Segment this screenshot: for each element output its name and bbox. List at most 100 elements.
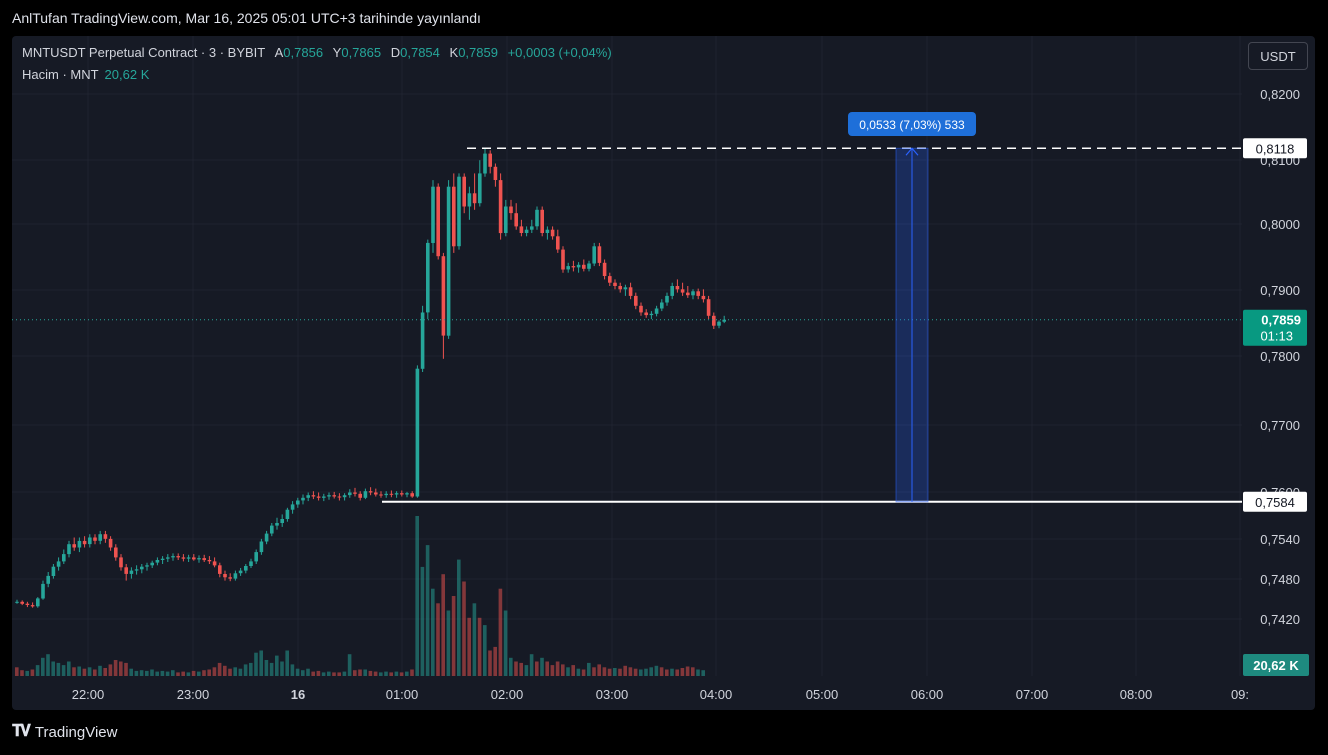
volume-bar bbox=[342, 671, 347, 676]
candle-body bbox=[467, 193, 472, 207]
volume-bar bbox=[535, 661, 539, 676]
volume-bar bbox=[587, 662, 591, 676]
volume-bar bbox=[540, 657, 544, 676]
volume-bar bbox=[30, 669, 35, 676]
candle-body bbox=[108, 538, 113, 548]
volume-bar bbox=[238, 668, 243, 676]
volume-bar bbox=[358, 669, 362, 676]
volume-bar bbox=[290, 664, 295, 676]
volume-bar bbox=[576, 668, 581, 676]
symbol-title[interactable]: MNTUSDT Perpetual Contract · 3 · BYBIT bbox=[22, 45, 265, 60]
price-tick-label: 0,7480 bbox=[1260, 572, 1300, 587]
candle-body bbox=[233, 573, 238, 579]
volume-bar bbox=[197, 671, 201, 676]
candle-body bbox=[72, 544, 76, 548]
candle-body bbox=[228, 577, 232, 579]
chart-panel[interactable]: 0,0533 (7,03%) 533 0,8200 0,8100 0,8000 0,79… bbox=[12, 36, 1315, 710]
time-tick-label: 05:00 bbox=[806, 687, 839, 702]
candle-body bbox=[571, 266, 576, 268]
candle-body bbox=[98, 534, 102, 541]
volume-bar bbox=[519, 662, 523, 676]
candle-body bbox=[436, 186, 440, 257]
candle-body bbox=[379, 494, 383, 496]
high-value: 0,7865 bbox=[341, 45, 382, 60]
candle-body bbox=[181, 557, 186, 559]
candle-body bbox=[394, 493, 399, 495]
candle-body bbox=[301, 497, 305, 501]
candle-body bbox=[587, 263, 591, 269]
candle-body bbox=[410, 493, 414, 497]
candle-body bbox=[327, 495, 331, 497]
candle-body bbox=[368, 491, 373, 493]
volume-bar bbox=[394, 671, 399, 676]
currency-button[interactable]: USDT bbox=[1248, 42, 1308, 70]
volume-bar bbox=[415, 516, 419, 676]
candle-body bbox=[374, 492, 378, 495]
candle-body bbox=[218, 565, 222, 574]
candle-body bbox=[322, 496, 326, 498]
price-chart[interactable]: 0,0533 (7,03%) 5330,82000,81000,80000,79… bbox=[12, 36, 1315, 710]
candle-body bbox=[124, 567, 128, 574]
candle-body bbox=[701, 295, 706, 300]
volume-bar bbox=[659, 667, 664, 676]
volume-bar bbox=[269, 662, 274, 676]
footer-brand[interactable]: 𝐓𝐕 TradingView bbox=[12, 723, 117, 741]
time-tick-label: 16 bbox=[291, 687, 305, 702]
volume-bar bbox=[373, 671, 378, 676]
candle-body bbox=[93, 537, 97, 541]
candle-body bbox=[628, 287, 633, 296]
volume-bar bbox=[701, 670, 705, 676]
candle-body bbox=[644, 312, 648, 316]
candle-body bbox=[691, 291, 695, 296]
price-tick-label: 0,7540 bbox=[1260, 532, 1300, 547]
volume-bar bbox=[186, 672, 191, 676]
volume-bar bbox=[77, 666, 81, 676]
volume-bar bbox=[670, 668, 674, 676]
candle-body bbox=[488, 153, 492, 167]
candle-body bbox=[337, 496, 342, 498]
candle-body bbox=[384, 493, 388, 496]
volume-bar bbox=[602, 667, 607, 676]
volume-bar bbox=[103, 668, 107, 676]
ohlc-legend: MNTUSDT Perpetual Contract · 3 · BYBIT A… bbox=[22, 45, 612, 60]
candle-body bbox=[561, 249, 565, 270]
volume-bar bbox=[410, 669, 414, 676]
volume-bar bbox=[259, 650, 263, 676]
volume-bar bbox=[129, 668, 133, 676]
candle-body bbox=[332, 495, 336, 497]
volume-bar bbox=[451, 596, 456, 676]
candle-body bbox=[56, 561, 61, 567]
candle-body bbox=[472, 193, 477, 204]
volume-bar bbox=[228, 668, 232, 676]
candle-body bbox=[129, 570, 134, 574]
candle-body bbox=[140, 566, 144, 570]
candle-body bbox=[706, 299, 711, 316]
candle-body bbox=[400, 493, 404, 495]
candle-body bbox=[680, 289, 685, 293]
time-tick-label: 22:00 bbox=[72, 687, 105, 702]
volume-bar bbox=[337, 672, 341, 676]
volume-bar bbox=[347, 654, 352, 676]
candle-body bbox=[441, 256, 446, 336]
candle-body bbox=[155, 560, 160, 563]
candle-body bbox=[696, 291, 700, 296]
volume-bar bbox=[675, 669, 679, 676]
volume-bar bbox=[61, 665, 66, 676]
volume-bar bbox=[613, 668, 617, 676]
time-tick-label: 01:00 bbox=[386, 687, 419, 702]
candle-body bbox=[665, 295, 669, 303]
volume-label[interactable]: Hacim · MNT bbox=[22, 67, 99, 82]
volume-bar bbox=[431, 588, 435, 676]
candle-body bbox=[712, 315, 716, 326]
low-value: 0,7854 bbox=[400, 45, 440, 60]
volume-bar bbox=[46, 654, 50, 676]
candle-body bbox=[103, 534, 108, 539]
volume-bar bbox=[524, 665, 529, 676]
volume-bar bbox=[332, 672, 336, 676]
countdown-label: 01:13 bbox=[1260, 329, 1293, 344]
candle-body bbox=[296, 500, 300, 505]
volume-bar bbox=[384, 671, 388, 676]
candle-body bbox=[670, 286, 674, 296]
open-label: A bbox=[274, 45, 284, 60]
candle-body bbox=[77, 540, 82, 548]
